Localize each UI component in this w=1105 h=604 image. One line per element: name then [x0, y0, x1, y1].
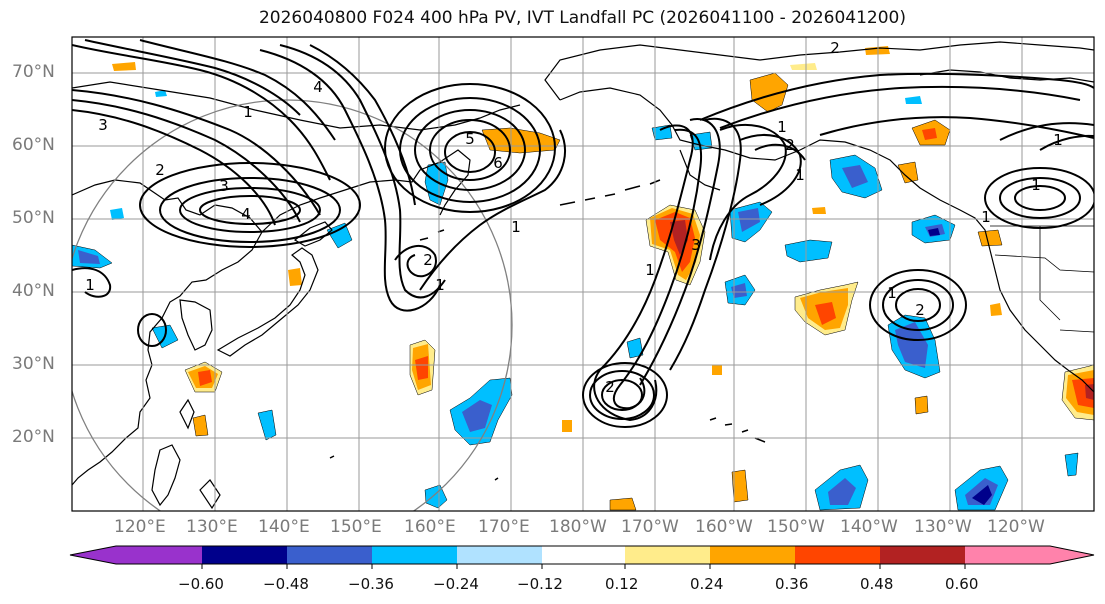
contour-label: 1	[795, 166, 805, 184]
contour-label: 3	[219, 177, 229, 195]
colorbar-tick-label: −0.36	[348, 575, 394, 593]
colorbar-tick-label: −0.60	[178, 575, 224, 593]
colorbar-segment	[287, 546, 372, 564]
map-frame	[71, 36, 1095, 512]
contour-label: 1	[1031, 176, 1041, 194]
lon-label: 120°E	[114, 517, 166, 537]
contour-label: 2	[605, 378, 615, 396]
lat-label: 70°N	[12, 62, 55, 82]
contour-label: 3	[691, 236, 701, 254]
colorbar-tick-label: 0.12	[605, 575, 639, 593]
colorbar-extend-low	[70, 546, 116, 564]
lon-label: 160°E	[404, 517, 456, 537]
lat-label: 30°N	[12, 354, 55, 374]
colorbar-segment	[710, 546, 795, 564]
contour-label: 4	[241, 205, 251, 223]
contour-label: 1	[887, 284, 897, 302]
chart-title: 2026040800 F024 400 hPa PV, IVT Landfall…	[258, 8, 906, 28]
colorbar-tick-label: −0.48	[263, 575, 309, 593]
colorbar-segment	[542, 546, 625, 564]
contour-label: 1	[243, 103, 253, 121]
contour-label: 1	[1053, 131, 1063, 149]
contour-label: 2	[423, 251, 433, 269]
colorbar-tick-label: 0.36	[775, 575, 809, 593]
contour-label: 4	[313, 78, 323, 96]
graticule	[72, 37, 1094, 511]
contour-label: 1	[511, 218, 521, 236]
colorbar-tick-label: −0.12	[517, 575, 563, 593]
contour-label: 2	[155, 161, 165, 179]
colorbar-segment	[457, 546, 542, 564]
colorbar-tick-label: 0.60	[945, 575, 979, 593]
contour-label: 1	[777, 118, 787, 136]
contour-label: 2	[830, 39, 840, 57]
colorbar-tick-label: 0.48	[860, 575, 894, 593]
lon-label: 140°W	[840, 517, 898, 537]
lat-label: 60°N	[12, 135, 55, 155]
colorbar-tick-label: 0.24	[690, 575, 724, 593]
lon-label: 180°W	[549, 517, 607, 537]
contour-label: 1	[981, 208, 991, 226]
colorbar-segment	[880, 546, 965, 564]
lon-label: 130°E	[186, 517, 238, 537]
shaded-field	[72, 46, 1094, 511]
contour-label: 6	[493, 154, 503, 172]
contour-label: 2	[915, 301, 925, 319]
colorbar-segment	[372, 546, 457, 564]
contour-label: 3	[98, 116, 108, 134]
lat-label: 50°N	[12, 208, 55, 228]
lon-label: 160°W	[695, 517, 753, 537]
lon-label: 150°E	[330, 517, 382, 537]
lon-label: 150°W	[767, 517, 825, 537]
lat-label: 20°N	[12, 427, 55, 447]
lat-label: 40°N	[12, 281, 55, 301]
lon-label: 170°W	[621, 517, 679, 537]
colorbar-tick-label: −0.24	[433, 575, 479, 593]
lon-label: 130°W	[914, 517, 972, 537]
colorbar-segment	[795, 546, 880, 564]
contour-label: 2	[785, 136, 795, 154]
colorbar-extend-high	[1050, 546, 1094, 564]
colorbar	[69, 545, 1095, 569]
colorbar-segment	[965, 546, 1050, 564]
colorbar-segment	[202, 546, 287, 564]
pv-contours	[72, 39, 1094, 428]
lon-label: 140°E	[258, 517, 310, 537]
contour-label: 1	[435, 276, 445, 294]
colorbar-segment	[625, 546, 710, 564]
contour-label: 5	[465, 130, 475, 148]
colorbar-segment	[116, 546, 202, 564]
contour-label-group: 4 3 2 1 1 6 5 4 3 2 1 1 2 1 3 2 1 1 2 1 …	[85, 39, 1063, 396]
lon-label: 170°E	[478, 517, 530, 537]
landfall-radius-circle	[72, 99, 513, 511]
contour-label: 1	[645, 261, 655, 279]
lon-label: 120°W	[987, 517, 1045, 537]
contour-label: 1	[85, 276, 95, 294]
